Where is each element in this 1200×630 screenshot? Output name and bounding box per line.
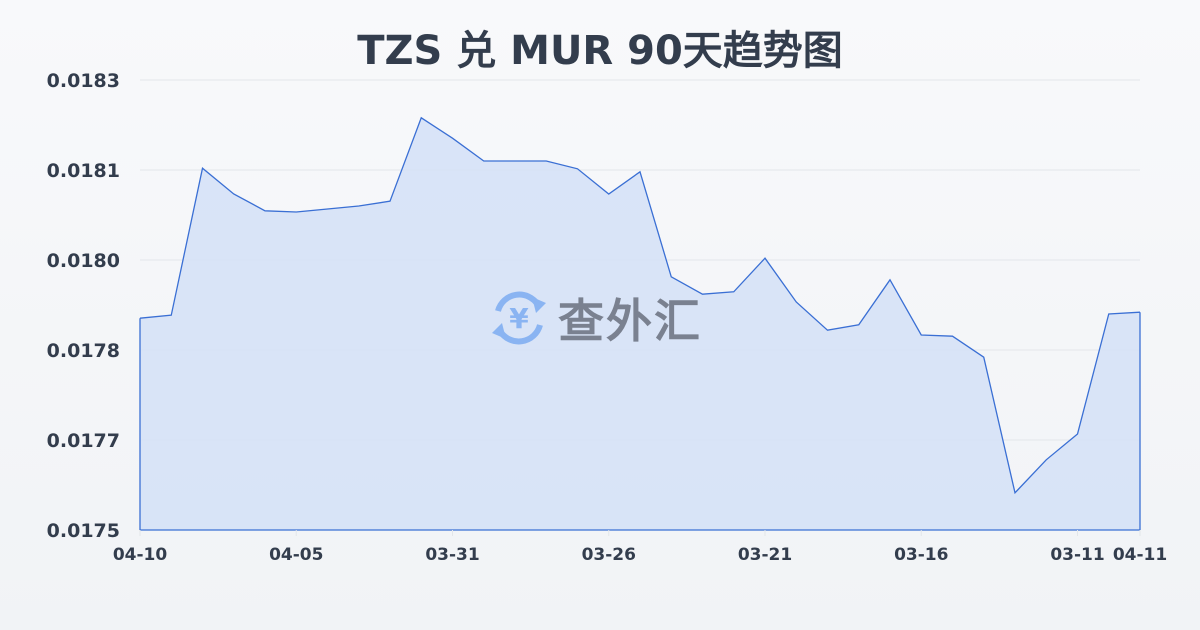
x-tick-label: 04-11: [1113, 545, 1167, 565]
y-tick-label: 0.0181: [47, 160, 120, 182]
x-tick-label: 03-11: [1050, 545, 1104, 565]
x-tick-label: 04-10: [113, 545, 168, 565]
x-tick-label: 03-31: [425, 545, 479, 565]
x-tick-label: 04-05: [269, 545, 323, 565]
y-tick-label: 0.0178: [47, 340, 120, 362]
currency-exchange-icon: ¥: [492, 291, 546, 345]
x-tick-label: 03-26: [582, 545, 636, 565]
watermark: ¥ 查外汇: [488, 285, 702, 351]
x-tick-label: 03-16: [894, 545, 948, 565]
x-tick-label: 03-21: [738, 545, 792, 565]
y-tick-label: 0.0180: [47, 250, 120, 272]
chart-title: TZS 兑 MUR 90天趋势图: [357, 28, 843, 74]
svg-text:¥: ¥: [509, 302, 529, 335]
area-fill: [140, 117, 1140, 531]
y-tick-label: 0.0175: [47, 520, 120, 542]
y-tick-label: 0.0177: [47, 430, 120, 452]
watermark-text: 查外汇: [558, 294, 702, 348]
y-tick-label: 0.0183: [47, 70, 120, 92]
